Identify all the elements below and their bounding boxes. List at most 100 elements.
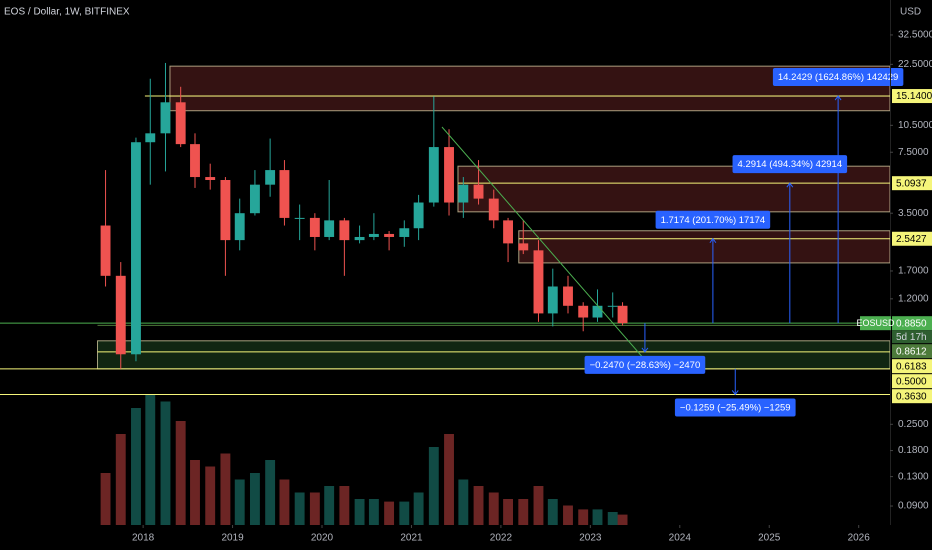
volume-bar bbox=[428, 447, 439, 525]
level-label-bg bbox=[892, 389, 932, 404]
candle-body bbox=[249, 184, 260, 214]
volume-bar bbox=[249, 473, 260, 525]
candle-body bbox=[399, 228, 410, 237]
volume-bar bbox=[145, 395, 156, 525]
measure-label: 4.2914 (494.34%) 42914 bbox=[738, 159, 843, 170]
volume-bar bbox=[473, 486, 484, 525]
volume-bar bbox=[547, 499, 558, 525]
symbol-tag: EOSUSD bbox=[856, 318, 895, 328]
candle-body bbox=[220, 180, 231, 241]
candle-body bbox=[384, 233, 395, 237]
volume-bar bbox=[190, 460, 200, 525]
x-tick-label: 2024 bbox=[669, 533, 692, 544]
level-label: 2.5427 bbox=[896, 234, 927, 245]
volume-bar bbox=[220, 453, 231, 525]
y-tick-label: 0.1300 bbox=[898, 471, 929, 482]
x-tick-label: 2019 bbox=[221, 533, 244, 544]
x-tick-label: 2021 bbox=[400, 533, 423, 544]
volume-bar bbox=[309, 492, 320, 525]
countdown-bg bbox=[892, 330, 932, 344]
y-tick-label: 1.7000 bbox=[898, 266, 929, 277]
symbol-tag-bg bbox=[860, 316, 891, 331]
candle-body bbox=[413, 202, 424, 229]
candle-body bbox=[160, 102, 171, 134]
volume-bar bbox=[279, 479, 290, 525]
zone bbox=[169, 65, 891, 97]
level-label: 0.6183 bbox=[896, 361, 927, 372]
volume-bar bbox=[324, 486, 335, 525]
volume-bar bbox=[413, 492, 424, 525]
y-tick-label: 7.5000 bbox=[898, 147, 929, 158]
volume-bar bbox=[265, 460, 276, 525]
candle-body bbox=[100, 225, 111, 276]
candle-body bbox=[145, 133, 156, 143]
x-tick-label: 2022 bbox=[490, 533, 513, 544]
candle-body bbox=[368, 233, 379, 237]
y-tick-label: 3.5000 bbox=[898, 208, 929, 219]
candle-body bbox=[205, 177, 216, 181]
candle-body bbox=[547, 286, 558, 314]
candle-body bbox=[279, 170, 290, 218]
candle-body bbox=[354, 236, 365, 241]
volume-bar bbox=[503, 499, 514, 525]
candle-body bbox=[309, 217, 320, 237]
volume-bar bbox=[368, 499, 379, 525]
chart-title: EOS / Dollar, 1W, BITFINEX bbox=[4, 7, 130, 18]
volume-bar bbox=[578, 509, 589, 525]
x-tick-label: 2018 bbox=[132, 533, 155, 544]
volume-bar bbox=[533, 486, 544, 525]
candle-body bbox=[503, 220, 514, 244]
measure-label: 1.7174 (201.70%) 17174 bbox=[661, 215, 766, 226]
measure-box bbox=[772, 68, 904, 87]
volume-bar bbox=[100, 473, 111, 525]
zone bbox=[96, 340, 891, 370]
x-tick-label: 2023 bbox=[579, 533, 602, 544]
candle-body bbox=[592, 305, 603, 318]
y-tick-label: 1.2000 bbox=[898, 293, 929, 304]
measure-box bbox=[732, 155, 848, 174]
zone bbox=[169, 95, 891, 112]
candle-body bbox=[131, 142, 141, 355]
countdown: 5d 17h bbox=[896, 332, 927, 343]
candle-body bbox=[607, 305, 618, 307]
candle-body bbox=[115, 275, 126, 355]
measure-box bbox=[655, 210, 771, 229]
level-label-bg bbox=[892, 359, 932, 374]
candle-body bbox=[458, 184, 469, 203]
measure-label: 14.2429 (1624.86%) 142429 bbox=[778, 72, 898, 83]
volume-bar bbox=[160, 401, 171, 525]
x-tick-label: 2026 bbox=[848, 533, 871, 544]
volume-bar bbox=[399, 501, 410, 525]
level-label: 5.0937 bbox=[896, 178, 927, 189]
y-tick-label: 32.5000 bbox=[898, 30, 932, 41]
candle-body bbox=[563, 286, 573, 306]
measure-arrow bbox=[709, 237, 717, 244]
measure-arrow bbox=[731, 390, 739, 396]
x-tick-label: 2020 bbox=[311, 533, 334, 544]
y-tick-label: 10.5000 bbox=[898, 120, 932, 131]
candle-body bbox=[617, 305, 628, 324]
level-label: 15.1400 bbox=[896, 91, 932, 102]
y-tick-label: 0.1800 bbox=[898, 445, 929, 456]
volume-bar bbox=[607, 512, 618, 525]
candle-body bbox=[190, 144, 200, 178]
volume-bar bbox=[592, 509, 603, 525]
level-label: 0.5000 bbox=[896, 376, 927, 387]
volume-bar bbox=[518, 499, 529, 525]
volume-bar bbox=[384, 501, 395, 525]
y-tick-label: 22.5000 bbox=[898, 59, 932, 70]
candle-body bbox=[234, 213, 245, 241]
level-label: 0.8612 bbox=[896, 346, 927, 357]
volume-bar bbox=[444, 434, 454, 525]
last-price-label: 0.8850 bbox=[896, 318, 927, 329]
candle-body bbox=[518, 243, 529, 251]
x-tick-label: 2025 bbox=[758, 533, 781, 544]
level-label-bg bbox=[892, 344, 932, 359]
measure-label: −0.2470 (−28.63%) −2470 bbox=[590, 360, 701, 371]
level-label-bg bbox=[892, 231, 932, 246]
volume-bar bbox=[175, 421, 186, 525]
level-label-bg bbox=[892, 89, 932, 104]
measure-arrow bbox=[786, 182, 794, 188]
candle-body bbox=[533, 250, 544, 314]
